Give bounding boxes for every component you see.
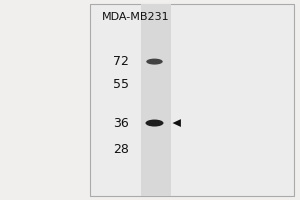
Text: 28: 28 [113,143,129,156]
Ellipse shape [146,59,163,65]
Text: 72: 72 [113,55,129,68]
Text: 55: 55 [113,78,129,91]
Polygon shape [172,119,181,127]
Text: 36: 36 [113,117,129,130]
FancyBboxPatch shape [141,4,171,196]
FancyBboxPatch shape [90,4,294,196]
Ellipse shape [146,120,164,127]
Text: MDA-MB231: MDA-MB231 [102,12,170,22]
